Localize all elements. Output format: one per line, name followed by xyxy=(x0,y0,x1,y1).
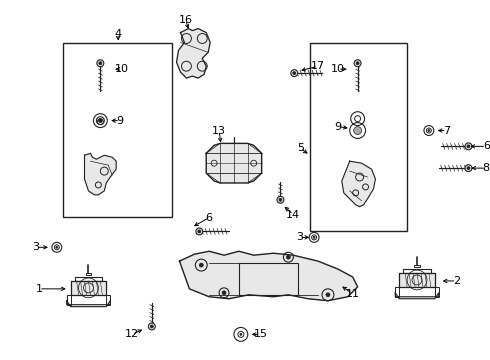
Circle shape xyxy=(326,293,330,297)
Text: 10: 10 xyxy=(115,64,129,74)
Text: 17: 17 xyxy=(311,61,325,71)
Bar xyxy=(63,44,172,217)
Text: 2: 2 xyxy=(453,276,460,286)
Circle shape xyxy=(291,70,298,77)
Polygon shape xyxy=(84,153,116,195)
Circle shape xyxy=(240,333,242,336)
Bar xyxy=(395,287,399,297)
Circle shape xyxy=(199,263,203,267)
Bar xyxy=(106,295,110,305)
Polygon shape xyxy=(179,251,358,301)
Circle shape xyxy=(313,237,315,238)
Polygon shape xyxy=(395,293,439,299)
Circle shape xyxy=(293,72,296,75)
Bar xyxy=(403,269,431,273)
Bar xyxy=(310,44,407,231)
Text: 13: 13 xyxy=(212,126,226,135)
Polygon shape xyxy=(399,273,435,287)
Circle shape xyxy=(465,165,472,172)
Text: 11: 11 xyxy=(345,289,360,299)
Circle shape xyxy=(286,255,291,259)
Circle shape xyxy=(465,143,472,150)
Bar xyxy=(414,265,420,267)
Text: 9: 9 xyxy=(117,116,123,126)
Circle shape xyxy=(198,230,201,233)
Text: 15: 15 xyxy=(254,329,268,339)
Polygon shape xyxy=(67,301,110,307)
Text: 3: 3 xyxy=(296,233,303,242)
Polygon shape xyxy=(71,281,106,295)
Text: 14: 14 xyxy=(286,210,300,220)
Circle shape xyxy=(428,130,430,131)
Text: 5: 5 xyxy=(297,143,304,153)
Circle shape xyxy=(467,145,470,148)
Text: 4: 4 xyxy=(115,28,122,39)
Circle shape xyxy=(196,228,203,235)
Bar xyxy=(239,263,298,295)
Circle shape xyxy=(222,291,226,295)
Text: 12: 12 xyxy=(125,329,139,339)
Circle shape xyxy=(98,119,102,123)
Bar xyxy=(435,287,439,297)
Text: 6: 6 xyxy=(483,141,490,151)
Circle shape xyxy=(467,167,470,170)
Text: 3: 3 xyxy=(32,242,40,252)
Text: 7: 7 xyxy=(443,126,450,135)
Bar xyxy=(74,277,102,281)
Polygon shape xyxy=(342,161,375,207)
Circle shape xyxy=(277,196,284,203)
Circle shape xyxy=(99,62,102,65)
Circle shape xyxy=(279,198,282,201)
Circle shape xyxy=(354,127,362,135)
Text: 16: 16 xyxy=(178,15,193,25)
Circle shape xyxy=(56,246,58,248)
Circle shape xyxy=(354,60,361,67)
Bar xyxy=(85,273,92,275)
Text: 6: 6 xyxy=(206,213,213,222)
Polygon shape xyxy=(206,143,262,183)
Circle shape xyxy=(97,60,104,67)
Text: 1: 1 xyxy=(35,284,43,294)
Text: 8: 8 xyxy=(483,163,490,173)
Text: 10: 10 xyxy=(331,64,345,74)
Text: 9: 9 xyxy=(334,122,342,131)
Polygon shape xyxy=(176,28,210,78)
Circle shape xyxy=(356,62,359,65)
Circle shape xyxy=(150,325,153,328)
Bar xyxy=(67,295,71,305)
Circle shape xyxy=(148,323,155,330)
